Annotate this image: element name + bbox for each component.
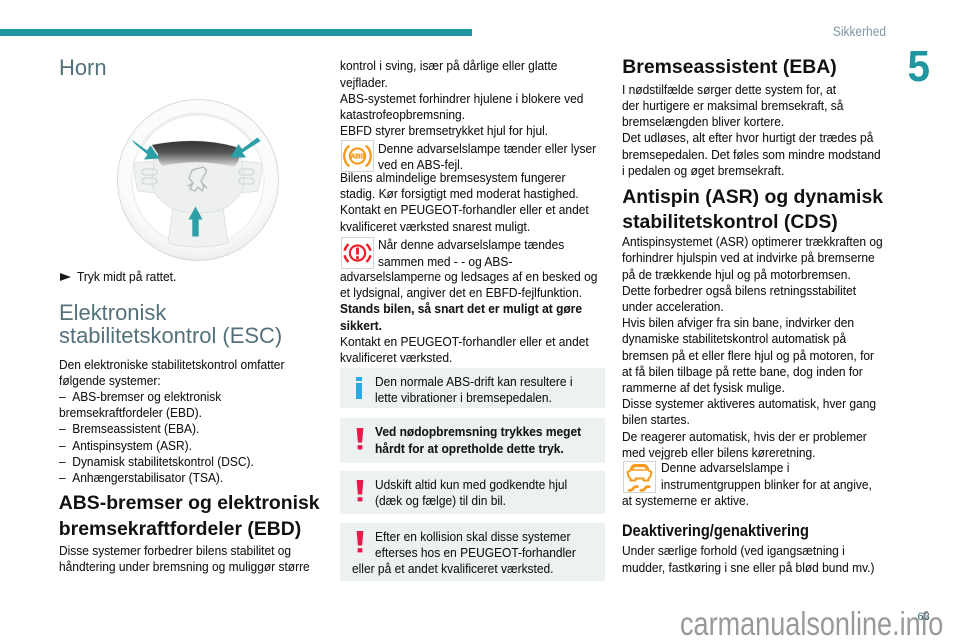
svg-text:ABS: ABS <box>350 152 365 161</box>
